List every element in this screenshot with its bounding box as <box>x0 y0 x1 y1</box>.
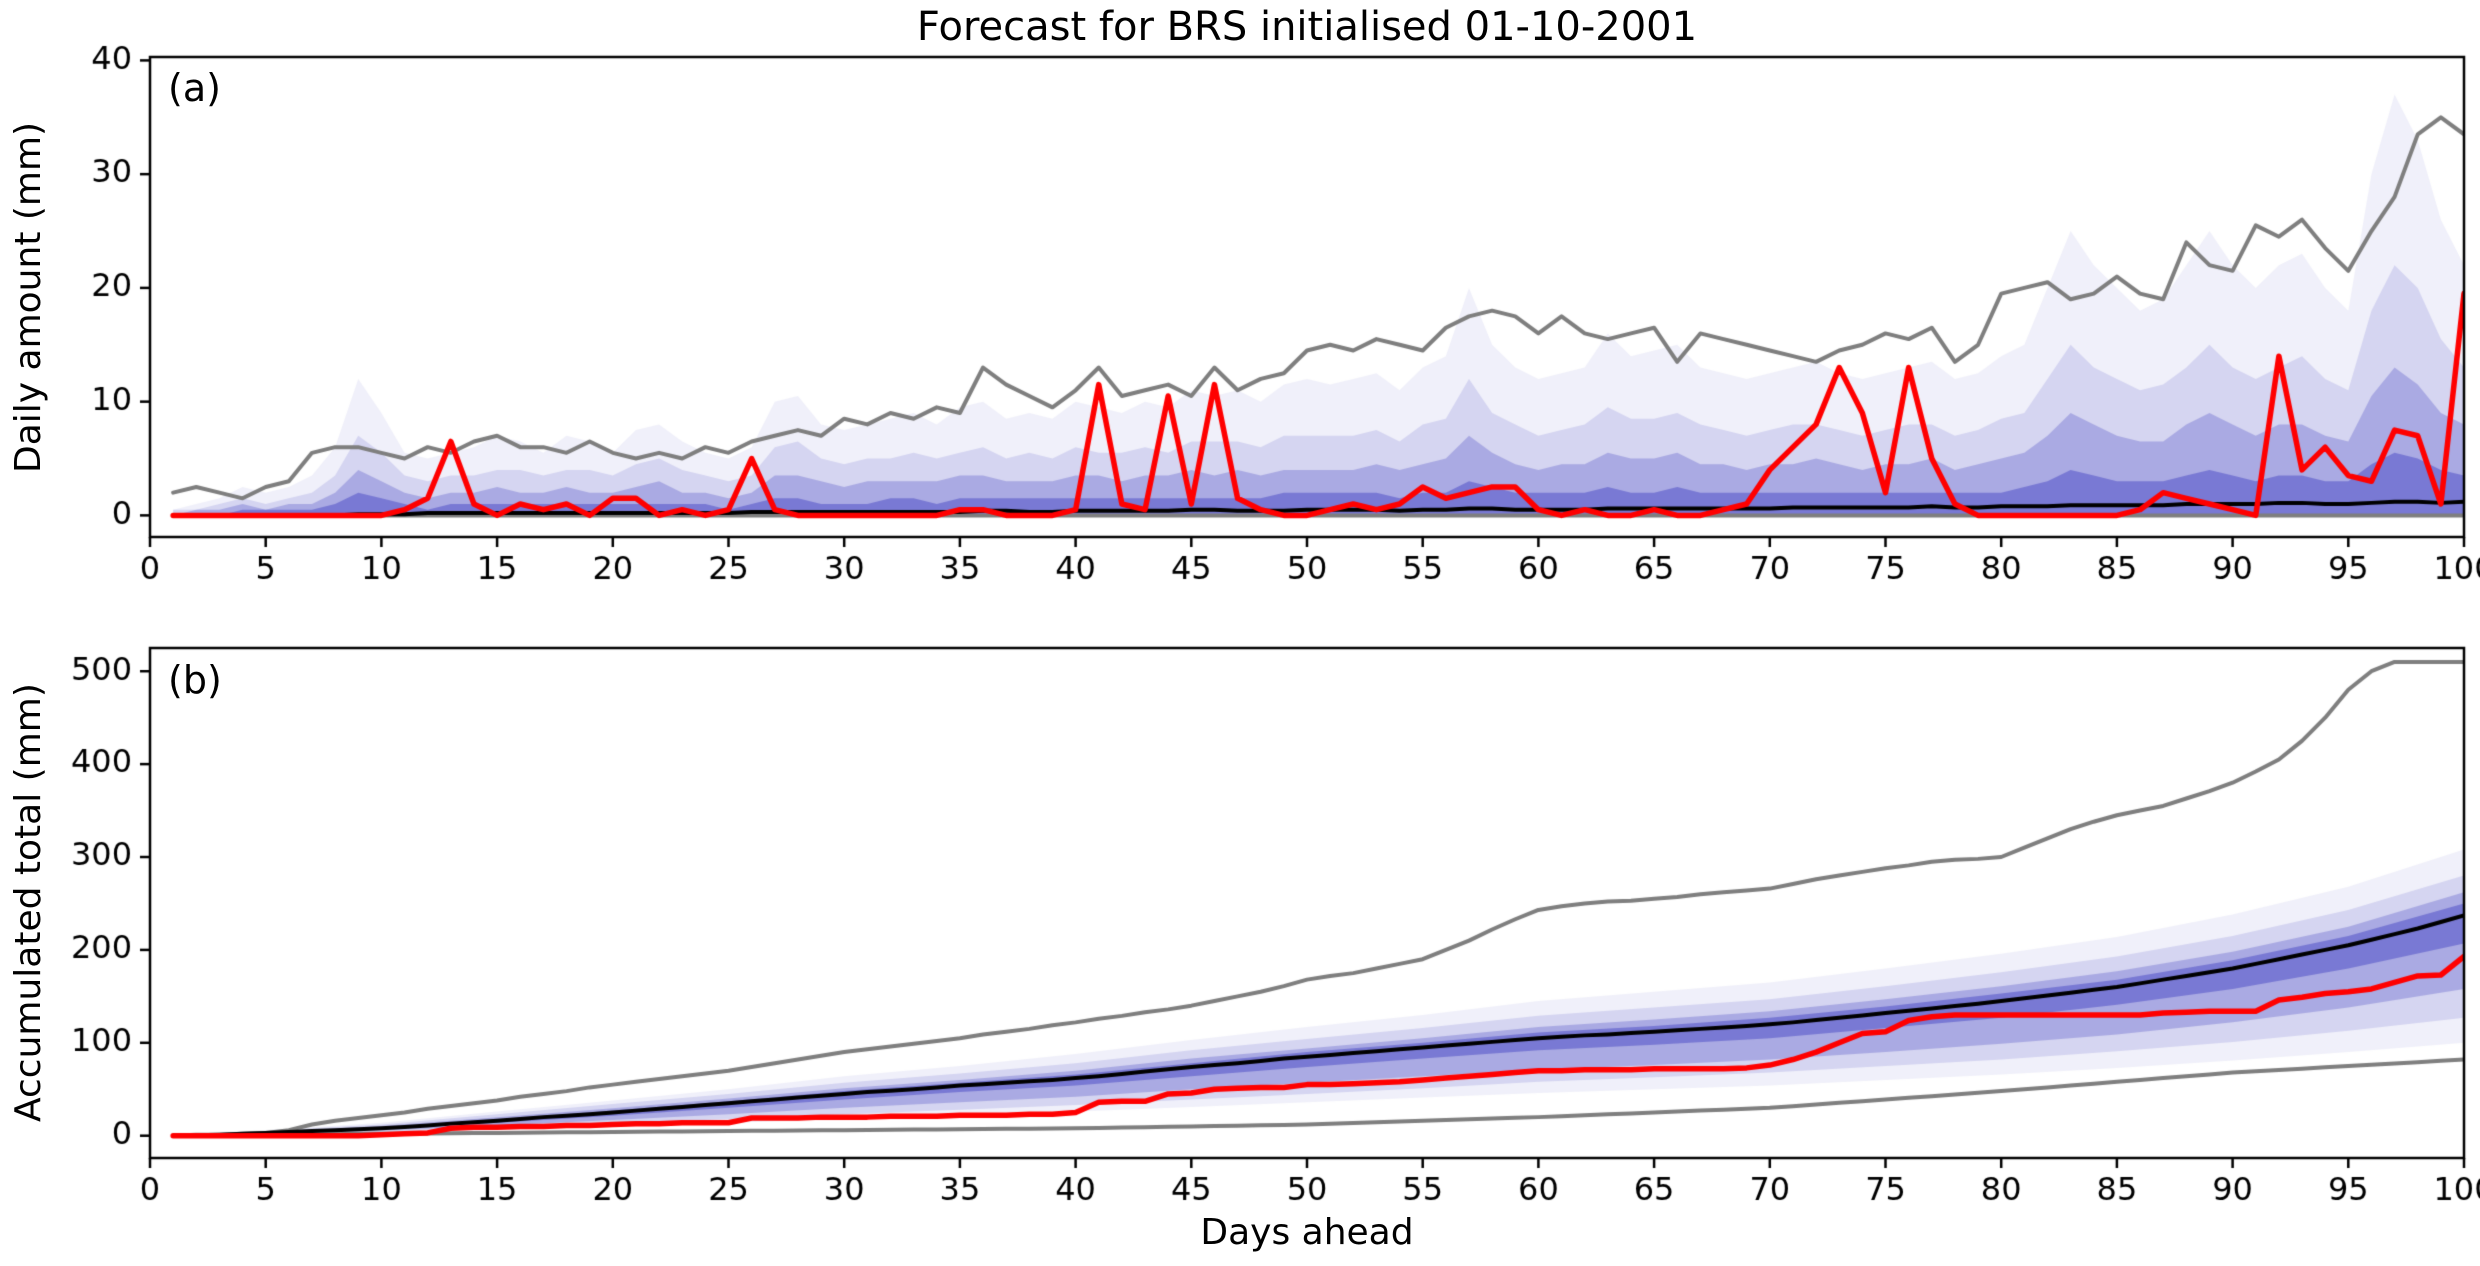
panel-b-label: (b) <box>168 658 222 702</box>
panel-b-y-axis-label: Accumulated total (mm) <box>8 683 49 1123</box>
panel-a-y-axis-label: Daily amount (mm) <box>8 121 49 473</box>
x-axis-label: Days ahead <box>1200 1212 1414 1253</box>
panel-a-label: (a) <box>168 66 221 110</box>
figure-title: Forecast for BRS initialised 01-10-2001 <box>916 4 1698 50</box>
